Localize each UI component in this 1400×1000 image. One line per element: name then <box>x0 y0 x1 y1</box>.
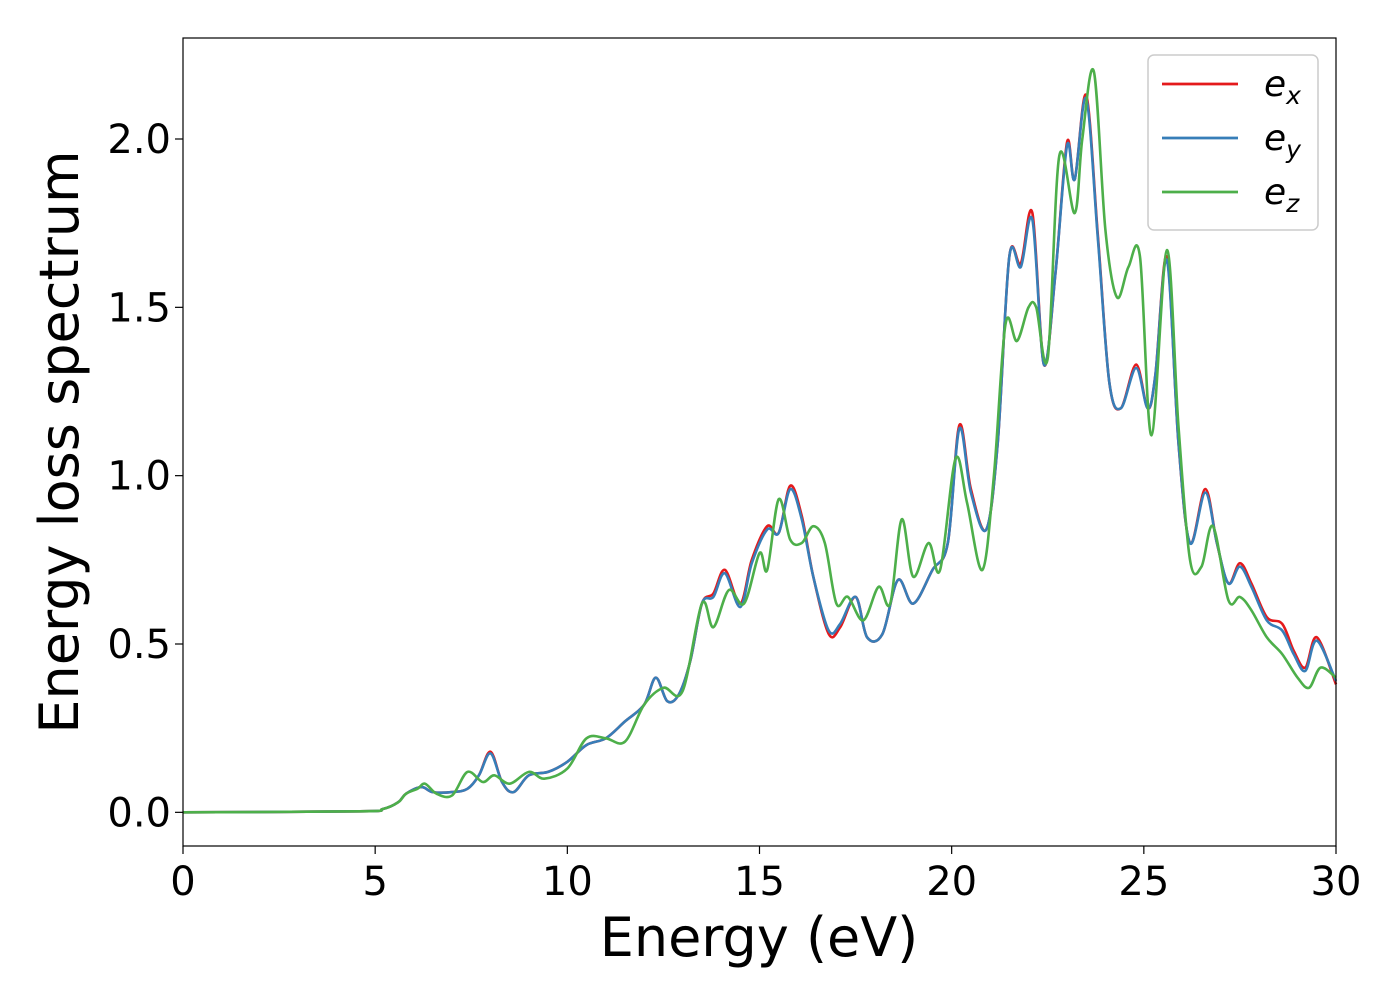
x-axis-title: Energy (eV) <box>600 906 919 969</box>
x-tick-label: 0 <box>170 859 195 905</box>
x-tick-label: 10 <box>542 859 593 905</box>
plot-area <box>183 38 1336 846</box>
x-axis-ticks: 0 5 10 15 20 25 30 <box>170 846 1361 905</box>
legend-label-subscript: y <box>1285 135 1302 164</box>
y-axis-title: Energy loss spectrum <box>28 150 91 733</box>
legend-label-base: e <box>1264 64 1286 105</box>
y-tick-label: 0.0 <box>107 790 171 836</box>
legend-label-ex: ex <box>1264 64 1301 110</box>
legend-box <box>1147 54 1319 231</box>
x-tick-label: 5 <box>362 859 387 905</box>
x-tick-label: 30 <box>1311 859 1362 905</box>
legend-label-base: e <box>1264 118 1286 159</box>
y-tick-label: 1.5 <box>107 285 171 331</box>
y-tick-label: 2.0 <box>107 117 171 163</box>
legend-label-base: e <box>1264 172 1286 213</box>
y-axis-ticks: 0.0 0.5 1.0 1.5 2.0 <box>107 117 183 836</box>
x-tick-label: 25 <box>1118 859 1169 905</box>
y-tick-label: 0.5 <box>107 622 171 668</box>
x-tick-label: 20 <box>926 859 977 905</box>
legend-label-ey: ey <box>1264 118 1302 164</box>
series-line-ey <box>182 96 1338 814</box>
x-tick-label: 15 <box>734 859 785 905</box>
y-tick-label: 1.0 <box>107 454 171 500</box>
legend-label-subscript: x <box>1285 81 1301 110</box>
series-layer <box>182 67 1338 814</box>
series-line-ez <box>182 67 1337 814</box>
legend-label-ez: ez <box>1264 172 1300 218</box>
legend-label-subscript: z <box>1285 189 1300 218</box>
